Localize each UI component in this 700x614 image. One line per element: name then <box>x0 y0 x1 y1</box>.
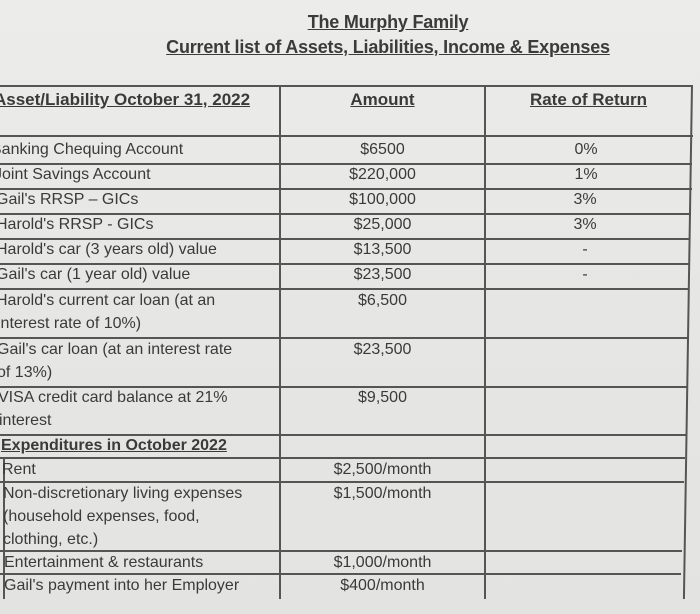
item-label: Harold's RRSP - GICs <box>0 216 154 233</box>
amount-value: $1,000/month <box>333 554 432 571</box>
document-subtitle: Current list of Assets, Liabilities, Inc… <box>166 37 610 57</box>
item-label: Joint Savings Account <box>0 166 151 183</box>
amount-value: $23,500 <box>353 266 412 283</box>
expenditures-header: Expenditures in October 2022 <box>1 437 227 454</box>
amount-value: $2,500/month <box>333 461 432 478</box>
amount-value: $6500 <box>360 141 405 158</box>
row-divider <box>0 481 684 483</box>
rate-value: 3% <box>573 191 597 208</box>
amount-value: $23,500 <box>353 341 412 358</box>
row-divider <box>0 163 692 165</box>
item-label: Harold's car (3 years old) value <box>0 241 217 258</box>
amount-value: $13,500 <box>353 241 412 258</box>
row-divider <box>0 337 688 339</box>
rate-value: 0% <box>574 141 598 158</box>
header-rate: Rate of Return <box>529 90 648 109</box>
row-divider <box>0 457 685 459</box>
item-label-continued: (household expenses, food, <box>3 508 200 525</box>
item-label: Entertainment & restaurants <box>4 554 204 571</box>
rate-value: - <box>582 241 588 258</box>
item-label: Gail's car (1 year old) value <box>0 266 191 283</box>
column-divider <box>484 85 486 599</box>
item-label: VISA credit card balance at 21% <box>0 389 228 406</box>
table-top-border <box>0 85 693 87</box>
amount-value: $100,000 <box>349 191 416 208</box>
row-divider <box>0 213 691 215</box>
amount-value: $25,000 <box>353 216 412 233</box>
item-label: Gail's RRSP – GICs <box>0 191 139 208</box>
item-label: Gail's car loan (at an interest rate <box>0 341 233 358</box>
item-label: Non-discretionary living expenses <box>3 485 243 502</box>
amount-value: $9,500 <box>358 389 407 406</box>
amount-value: $1,500/month <box>333 485 432 502</box>
row-divider <box>0 188 692 190</box>
item-label-continued: clothing, etc.) <box>3 531 99 548</box>
item-label: Rent <box>2 461 36 478</box>
item-label-continued: interest rate of 10%) <box>0 315 142 332</box>
amount-value: $400/month <box>340 577 425 594</box>
header-item: Asset/Liability October 31, 2022 <box>0 90 251 109</box>
rate-value: - <box>582 266 588 283</box>
item-label: Banking Chequing Account <box>0 141 184 158</box>
column-divider <box>279 85 281 599</box>
rate-value: 1% <box>574 166 598 183</box>
header-divider <box>0 135 693 137</box>
row-divider <box>0 386 687 388</box>
row-divider <box>0 288 689 290</box>
row-divider <box>0 434 686 436</box>
row-divider <box>0 238 690 240</box>
header-amount: Amount <box>350 90 415 109</box>
amount-value: $6,500 <box>358 292 407 309</box>
row-divider <box>0 550 682 552</box>
item-label-continued: of 13%) <box>0 364 53 381</box>
document-title: The Murphy Family <box>307 12 469 32</box>
item-label-continued: interest <box>0 412 52 429</box>
row-divider <box>0 573 681 575</box>
item-label: Harold's current car loan (at an <box>0 292 216 309</box>
item-label: Gail's payment into her Employer <box>4 577 240 594</box>
row-divider <box>0 263 690 265</box>
rate-value: 3% <box>573 216 597 233</box>
amount-value: $220,000 <box>349 166 416 183</box>
table-left-border <box>3 457 5 599</box>
